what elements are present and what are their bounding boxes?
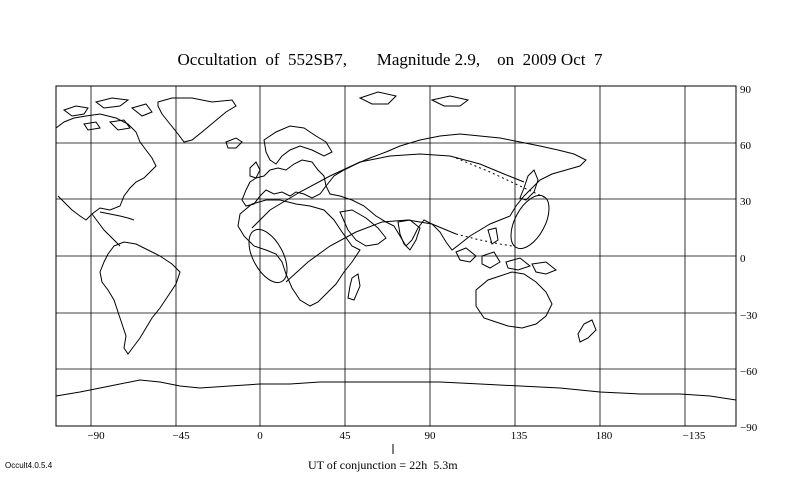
path-start-ellipse xyxy=(248,228,288,284)
y-tick-label: 90 xyxy=(740,84,752,96)
conjunction-time-label: UT of conjunction = 22h 5.3m xyxy=(308,458,458,472)
x-tick-label: −135 xyxy=(683,430,706,442)
software-version: Occult4.0.5.4 xyxy=(5,461,53,470)
y-tick-label: −30 xyxy=(740,310,758,322)
coastlines xyxy=(55,91,737,401)
x-tick-label: 0 xyxy=(257,430,263,442)
x-tick-label: 180 xyxy=(596,430,613,442)
occultation-path xyxy=(248,153,550,284)
y-axis-labels: 90 60 30 0 −30 −60 −90 xyxy=(740,84,758,434)
path-north-dotted xyxy=(455,157,547,199)
y-tick-label: −60 xyxy=(740,366,758,378)
path-north-limit xyxy=(251,153,525,229)
graticule xyxy=(56,86,736,426)
x-tick-label: 135 xyxy=(511,430,528,442)
y-tick-label: 30 xyxy=(740,196,752,208)
path-south-dotted xyxy=(455,233,513,247)
x-tick-label: 45 xyxy=(340,430,352,442)
path-end-ellipse xyxy=(510,194,550,250)
y-tick-label: 60 xyxy=(740,140,752,152)
y-tick-label: 0 xyxy=(740,253,746,265)
path-south-limit xyxy=(285,219,457,283)
x-tick-label: −90 xyxy=(87,430,105,442)
y-tick-label: −90 xyxy=(740,422,758,434)
x-axis-labels: −90 −45 0 45 90 135 180 −135 xyxy=(87,430,705,442)
x-tick-label: −45 xyxy=(172,430,190,442)
x-tick-label: 90 xyxy=(425,430,437,442)
map-title: Occultation of 552SB7, Magnitude 2.9, on… xyxy=(177,50,603,69)
